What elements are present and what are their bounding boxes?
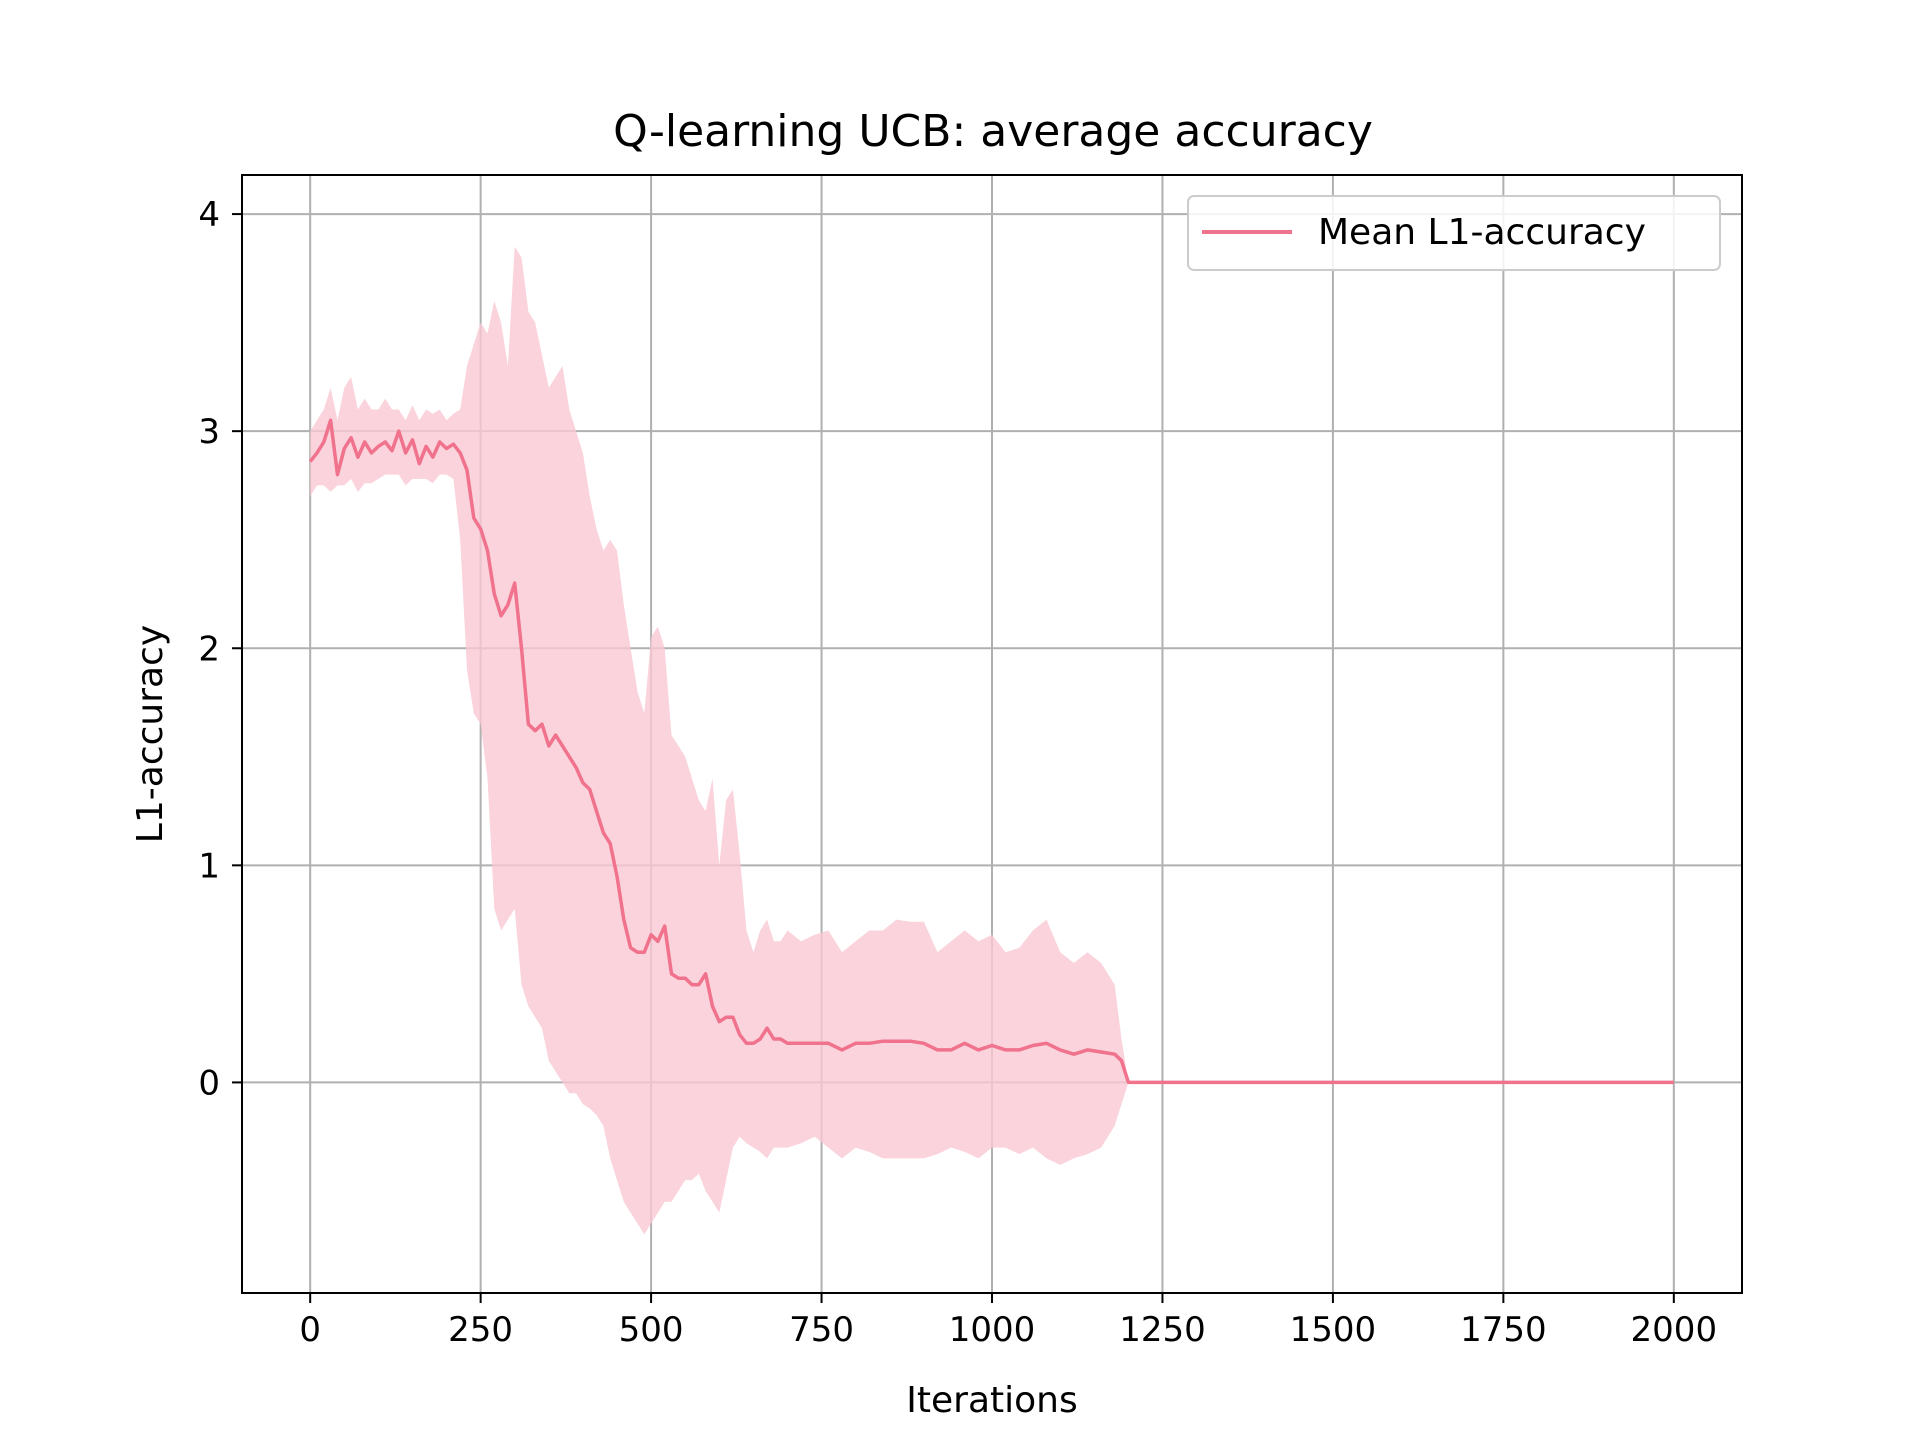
x-tick-label: 1000 xyxy=(949,1310,1036,1350)
legend-label: Mean L1-accuracy xyxy=(1318,212,1646,253)
x-tick-label: 1750 xyxy=(1460,1310,1547,1350)
legend: Mean L1-accuracy xyxy=(1187,195,1721,271)
x-ticks: 0 250 500 750 1000 1250 1500 1750 2000 xyxy=(299,1293,1717,1350)
legend-box xyxy=(1187,195,1721,271)
series-line-0 xyxy=(308,418,1674,1085)
y-tick-label: 0 xyxy=(198,1063,220,1103)
y-tick-label: 4 xyxy=(198,195,220,235)
std-band-series-0 xyxy=(310,246,1674,1235)
x-tick-label: 1500 xyxy=(1290,1310,1377,1350)
chart-title: Q-learning UCB: average accuracy xyxy=(613,106,1373,157)
x-tick-label: 500 xyxy=(619,1310,684,1350)
x-axis-label: Iterations xyxy=(906,1380,1077,1421)
y-tick-label: 1 xyxy=(198,846,220,886)
x-tick-label: 0 xyxy=(299,1310,321,1350)
y-tick-label: 2 xyxy=(198,629,220,669)
x-tick-label: 750 xyxy=(789,1310,854,1350)
x-tick-label: 1250 xyxy=(1119,1310,1206,1350)
y-ticks: 0 1 2 3 4 xyxy=(198,195,242,1103)
series-lines xyxy=(308,418,1674,1085)
std-band-group xyxy=(310,246,1674,1235)
x-tick-label: 2000 xyxy=(1631,1310,1718,1350)
y-axis-label: L1-accuracy xyxy=(130,625,171,843)
x-tick-label: 250 xyxy=(448,1310,513,1350)
y-tick-label: 3 xyxy=(198,412,220,452)
